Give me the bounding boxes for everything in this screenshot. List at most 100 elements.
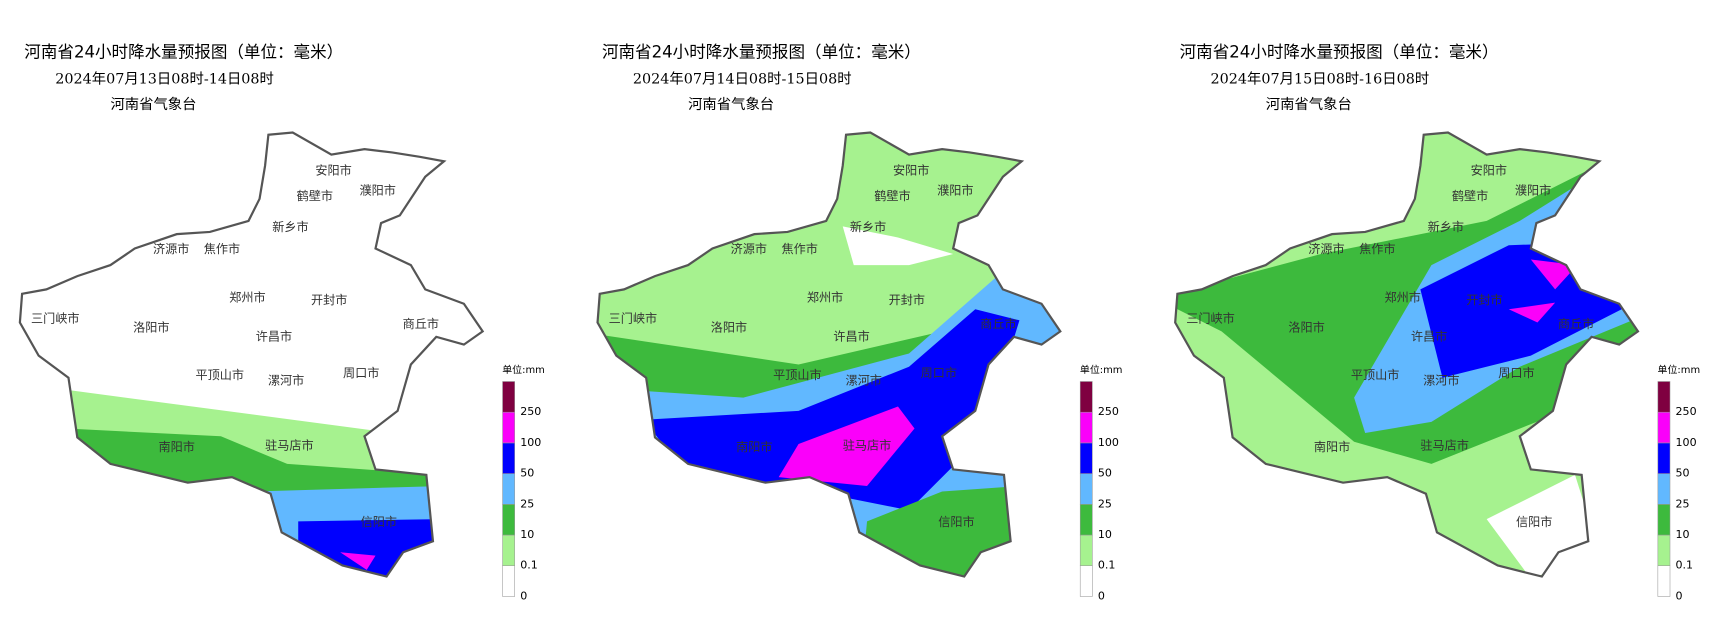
legend-label: 25 [1098,497,1112,510]
city-label: 焦作市 [204,241,240,256]
city-label: 新乡市 [1428,219,1464,234]
rain-area [643,309,1020,511]
city-label: 商丘市 [1558,316,1594,331]
legend-swatch [1657,381,1671,413]
map-subtitle: 2024年07月14日08时-15日08时 [633,71,852,88]
legend-label: 10 [1098,528,1112,541]
city-label: 许昌市 [833,328,869,343]
city-label: 南阳市 [1314,439,1350,454]
map-issuer: 河南省气象台 [110,96,196,113]
map-subtitle: 2024年07月13日08时-14日08时 [55,71,274,88]
city-label: 郑州市 [807,290,843,305]
city-label: 驻马店市 [265,438,314,453]
map-issuer: 河南省气象台 [1266,96,1352,113]
city-label: 鹤壁市 [1452,188,1488,203]
rain-area [1508,302,1556,323]
city-label: 洛阳市 [711,320,747,335]
city-label: 洛阳市 [1288,320,1324,335]
city-label: 郑州市 [229,290,265,305]
city-label: 三门峡市 [609,311,658,326]
legend-swatch [1657,534,1671,567]
city-label: 济源市 [1308,241,1344,256]
legend-swatch [1657,442,1671,474]
legend-swatch [1657,473,1671,505]
city-label: 平顶山市 [196,367,245,382]
city-label: 安阳市 [893,163,929,178]
city-label: 三门峡市 [1186,311,1235,326]
legend-unit: 单位:mm [1658,363,1701,376]
legend-swatch [1657,411,1671,444]
city-label: 平顶山市 [1351,367,1400,382]
city-label: 南阳市 [159,439,195,454]
city-label: 焦作市 [781,241,817,256]
city-label: 许昌市 [1411,328,1447,343]
city-label: 三门峡市 [31,311,80,326]
city-label: 鹤壁市 [874,188,910,203]
city-label: 信阳市 [1516,514,1552,529]
map-subtitle: 2024年07月15日08时-16日08时 [1211,71,1430,88]
city-label: 平顶山市 [773,367,822,382]
city-label: 驻马店市 [843,438,892,453]
map-panel: 河南省24小时降水量预报图（单位：毫米） 2024年07月13日08时-14日08… [18,43,545,602]
legend-swatch [1657,504,1671,536]
legend-label: 10 [520,528,534,541]
legend-swatch [502,473,515,505]
legend-swatch [502,381,515,413]
legend-label: 0 [520,589,527,602]
city-label: 周口市 [1498,365,1534,380]
legend-label: 100 [1098,436,1119,449]
city-label: 新乡市 [272,219,308,234]
city-label: 新乡市 [850,219,886,234]
legend-label: 250 [1098,405,1119,418]
city-label: 安阳市 [1471,163,1507,178]
rain-area [842,226,954,266]
city-label: 驻马店市 [1420,438,1469,453]
legend-swatch [502,442,515,474]
legend-swatch [1079,504,1093,536]
city-label: 鹤壁市 [297,188,333,203]
legend-label: 250 [520,405,541,418]
city-label: 洛阳市 [133,320,169,335]
legend-swatch [502,534,515,567]
legend-label: 25 [1676,497,1690,510]
legend-swatch [502,504,515,536]
legend-label: 50 [1676,467,1690,480]
map-title: 河南省24小时降水量预报图（单位：毫米） [1180,43,1499,62]
legend-label: 0.1 [520,559,538,572]
legend-swatch [502,411,515,444]
map-panel: 河南省24小时降水量预报图（单位：毫米） 2024年07月15日08时-16日08… [1174,43,1701,602]
city-label: 商丘市 [403,316,439,331]
city-label: 济源市 [153,241,189,256]
city-label: 开封市 [311,292,347,307]
city-label: 开封市 [889,292,925,307]
city-label: 濮阳市 [1515,183,1551,198]
city-label: 安阳市 [315,163,351,178]
legend-label: 50 [520,467,534,480]
legend-unit: 单位:mm [1080,363,1123,376]
city-label: 许昌市 [256,328,292,343]
legend-swatch [502,565,515,597]
city-label: 郑州市 [1385,290,1421,305]
city-label: 周口市 [343,365,379,380]
city-label: 漯河市 [846,373,882,388]
legend-label: 50 [1098,467,1112,480]
city-label: 济源市 [731,241,767,256]
legend-label: 0.1 [1676,559,1694,572]
legend-swatch [1079,473,1093,505]
city-label: 漯河市 [268,373,304,388]
legend-label: 0 [1098,589,1105,602]
legend-label: 0 [1676,589,1683,602]
city-label: 濮阳市 [937,183,973,198]
legend-label: 10 [1676,528,1690,541]
legend-swatch [1079,442,1093,474]
legend-label: 250 [1676,405,1697,418]
city-label: 开封市 [1466,292,1502,307]
city-label: 信阳市 [938,514,974,529]
map-issuer: 河南省气象台 [688,96,774,113]
rain-area [340,552,376,570]
legend-label: 25 [520,497,534,510]
legend-label: 100 [520,436,541,449]
map-panel: 河南省24小时降水量预报图（单位：毫米） 2024年07月14日08时-15日08… [596,43,1123,602]
legend-swatch [1079,534,1093,567]
